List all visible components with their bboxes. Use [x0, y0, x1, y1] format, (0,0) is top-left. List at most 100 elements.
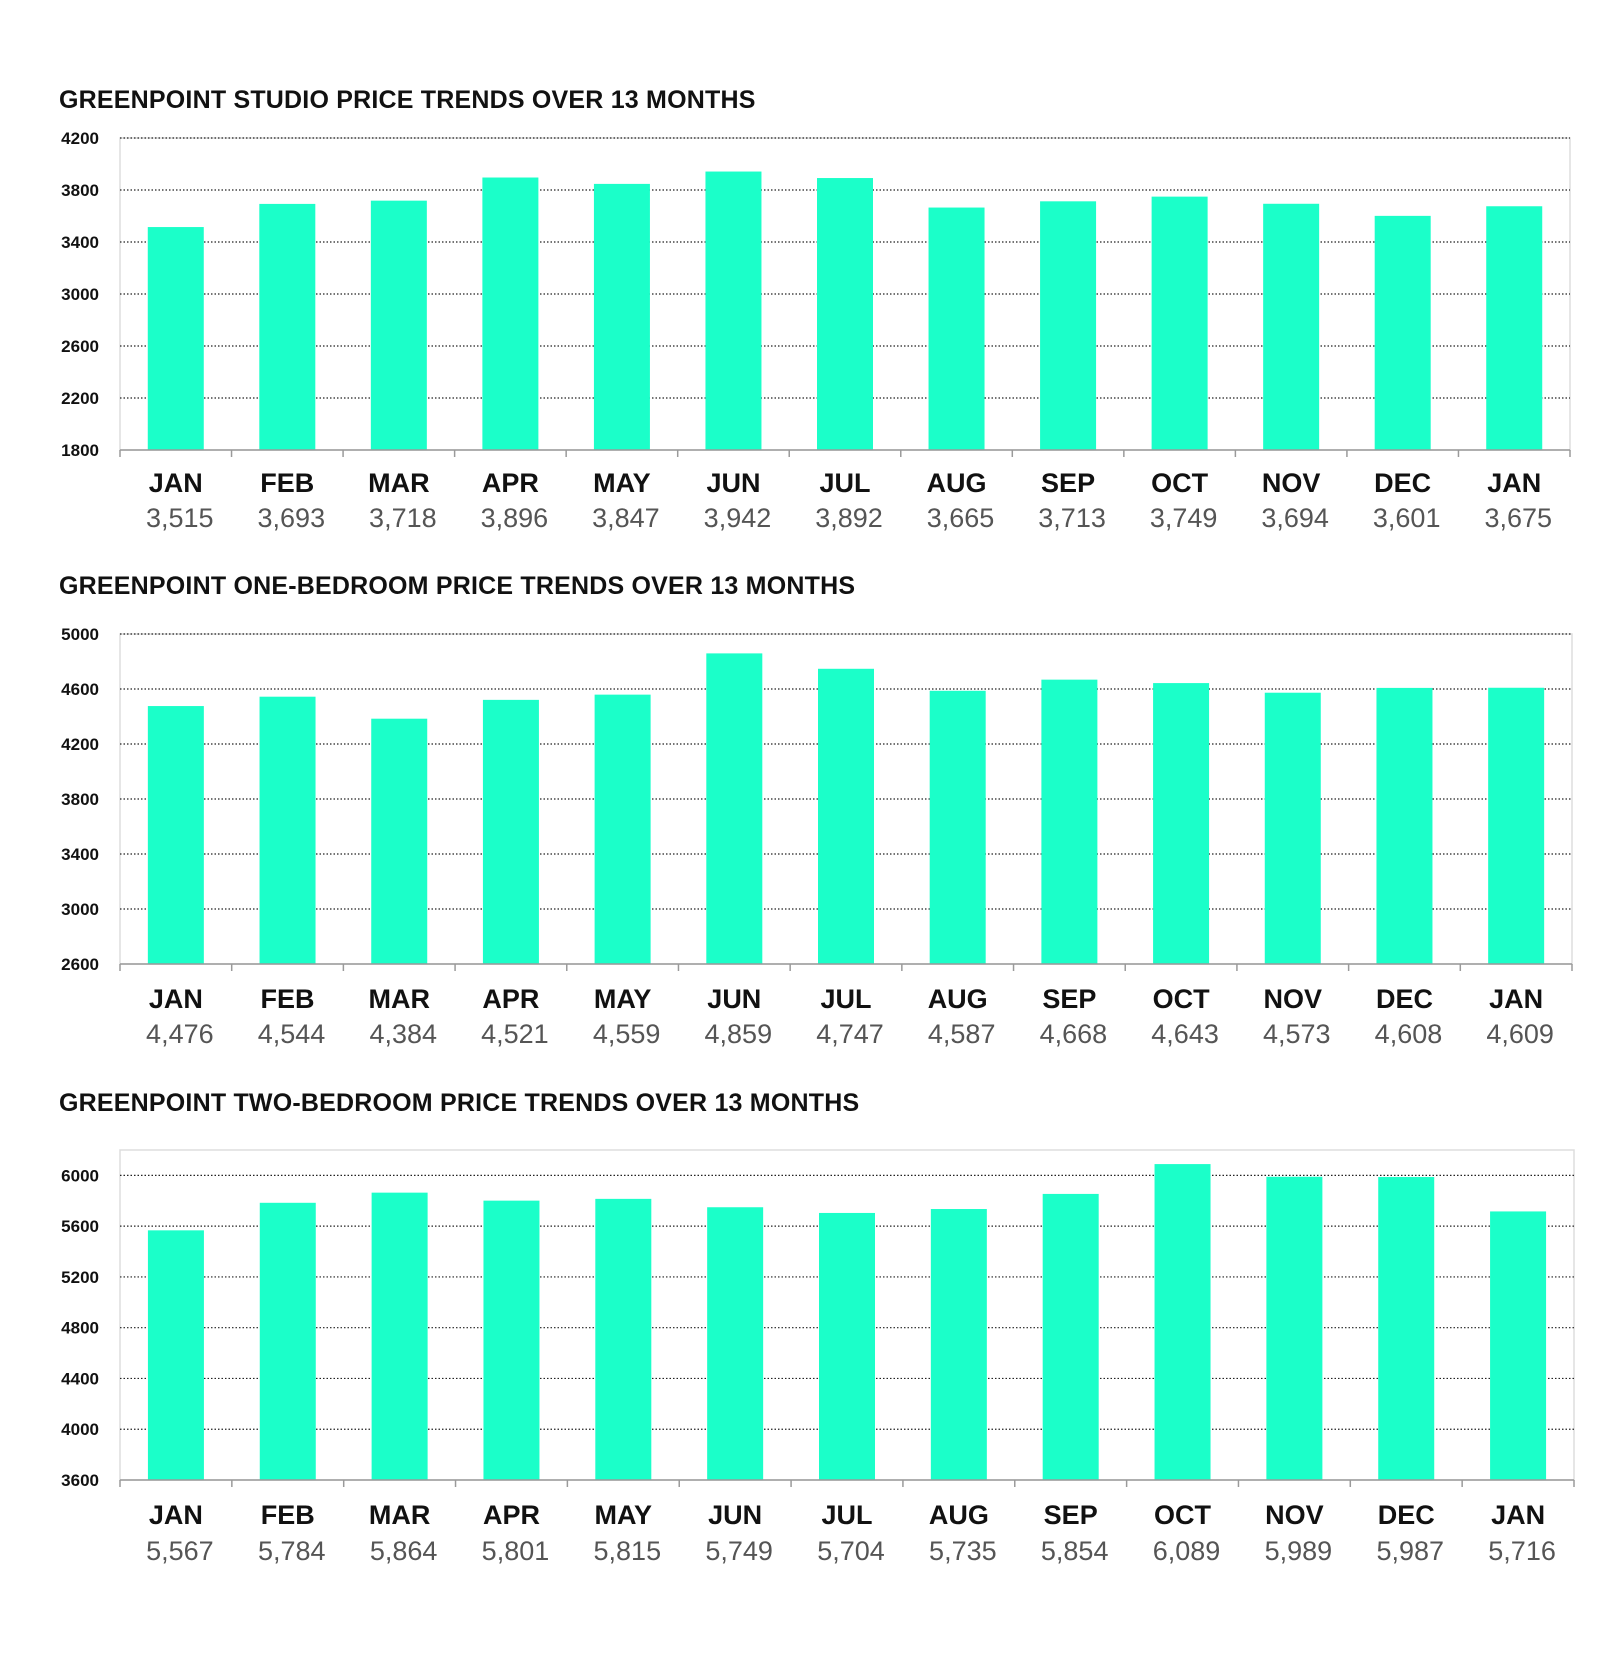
one-bedroom-bar	[259, 696, 316, 964]
two-bedroom-month-label: MAR	[369, 1500, 431, 1530]
two-bedroom-bar	[595, 1198, 652, 1480]
two-bedroom-bar	[1042, 1193, 1099, 1480]
one-bedroom-month-label: JAN	[149, 984, 203, 1014]
studio-bar	[1040, 201, 1097, 450]
studio-chart-title: GREENPOINT STUDIO PRICE TRENDS OVER 13 M…	[59, 86, 756, 114]
studio-month-label: JUL	[819, 468, 870, 498]
one-bedroom-value-label: 4,747	[816, 1019, 884, 1049]
one-bedroom-ytick-label: 2600	[61, 955, 99, 974]
two-bedroom-bar	[1378, 1177, 1435, 1480]
one-bedroom-bar-chart: 2600 3000 3400 3800 4200 4600 5000 JAN 4,476 FEB 4…	[61, 625, 1573, 1049]
one-bedroom-ytick-label: 4600	[61, 680, 99, 699]
two-bedroom-value-label: 5,749	[705, 1536, 773, 1566]
two-bedroom-value-label: 5,989	[1265, 1536, 1333, 1566]
one-bedroom-month-label: JAN	[1489, 984, 1543, 1014]
studio-bar	[705, 171, 762, 451]
two-bedroom-ytick-label: 4000	[61, 1420, 99, 1439]
studio-bar	[593, 183, 650, 450]
studio-bar	[1374, 215, 1431, 450]
two-bedroom-ytick-label: 5600	[61, 1217, 99, 1236]
one-bedroom-value-label: 4,668	[1040, 1019, 1108, 1049]
two-bedroom-value-label: 5,716	[1488, 1536, 1556, 1566]
studio-value-label: 3,675	[1484, 503, 1552, 533]
two-bedroom-chart-title: GREENPOINT TWO-BEDROOM PRICE TRENDS OVER…	[59, 1089, 860, 1117]
two-bedroom-value-label: 5,864	[370, 1536, 438, 1566]
one-bedroom-bar	[818, 668, 874, 964]
one-bedroom-bar	[1264, 692, 1321, 964]
one-bedroom-bar	[147, 706, 204, 964]
one-bedroom-value-label: 4,609	[1486, 1019, 1554, 1049]
two-bedroom-bar	[147, 1230, 204, 1480]
two-bedroom-value-label: 5,801	[482, 1536, 550, 1566]
studio-ytick-label: 3800	[61, 181, 99, 200]
one-bedroom-month-label: FEB	[261, 984, 315, 1014]
studio-month-label: DEC	[1374, 468, 1431, 498]
two-bedroom-bar-chart: 3600 4000 4400 4800 5200 5600 6000 JAN 5,567 FEB 5…	[61, 1149, 1575, 1566]
studio-bar	[1486, 206, 1543, 450]
two-bedroom-month-label: SEP	[1044, 1500, 1098, 1530]
two-bedroom-month-label: NOV	[1265, 1500, 1324, 1530]
two-bedroom-value-label: 5,854	[1041, 1536, 1109, 1566]
studio-bar	[928, 207, 985, 450]
two-bedroom-bar	[1266, 1176, 1323, 1480]
studio-month-label: MAY	[593, 468, 651, 498]
two-bedroom-bar	[819, 1212, 875, 1480]
studio-ytick-label: 2200	[61, 389, 99, 408]
one-bedroom-bar	[594, 694, 651, 964]
one-bedroom-chart-title: GREENPOINT ONE-BEDROOM PRICE TRENDS OVER…	[59, 572, 856, 600]
two-bedroom-bar	[259, 1202, 316, 1480]
two-bedroom-ytick-label: 5200	[61, 1268, 99, 1287]
studio-value-label: 3,601	[1373, 503, 1441, 533]
two-bedroom-month-label: JAN	[1491, 1500, 1545, 1530]
studio-month-label: OCT	[1151, 468, 1209, 498]
one-bedroom-value-label: 4,521	[481, 1019, 549, 1049]
studio-bar	[259, 203, 316, 450]
studio-ytick-label: 3000	[61, 285, 99, 304]
studio-value-label: 3,693	[258, 503, 326, 533]
one-bedroom-month-label: SEP	[1042, 984, 1096, 1014]
one-bedroom-month-label: APR	[482, 984, 539, 1014]
studio-bar	[147, 227, 204, 450]
two-bedroom-value-label: 5,567	[146, 1536, 214, 1566]
studio-value-label: 3,665	[927, 503, 995, 533]
two-bedroom-bar	[1154, 1164, 1211, 1480]
one-bedroom-month-label: OCT	[1153, 984, 1211, 1014]
one-bedroom-bar	[1376, 687, 1433, 964]
two-bedroom-bar	[483, 1200, 540, 1480]
studio-value-label: 3,892	[815, 503, 883, 533]
two-bedroom-month-label: JAN	[149, 1500, 203, 1530]
one-bedroom-month-label: MAR	[368, 984, 430, 1014]
studio-month-label: FEB	[260, 468, 314, 498]
one-bedroom-value-label: 4,476	[146, 1019, 214, 1049]
two-bedroom-value-label: 5,784	[258, 1536, 326, 1566]
studio-bar	[482, 177, 539, 450]
studio-value-label: 3,694	[1261, 503, 1329, 533]
studio-month-label: NOV	[1262, 468, 1321, 498]
two-bedroom-bar	[930, 1209, 987, 1480]
two-bedroom-month-label: FEB	[261, 1500, 315, 1530]
one-bedroom-value-label: 4,384	[369, 1019, 437, 1049]
one-bedroom-value-label: 4,587	[928, 1019, 996, 1049]
one-bedroom-value-label: 4,859	[705, 1019, 773, 1049]
studio-value-label: 3,718	[369, 503, 437, 533]
two-bedroom-month-label: AUG	[929, 1500, 989, 1530]
studio-value-label: 3,896	[481, 503, 549, 533]
studio-month-label: SEP	[1041, 468, 1095, 498]
one-bedroom-bar	[706, 653, 763, 964]
one-bedroom-bar	[371, 718, 428, 964]
studio-ytick-label: 1800	[61, 441, 99, 460]
studio-bar	[370, 200, 427, 450]
two-bedroom-bar	[371, 1192, 428, 1480]
two-bedroom-ytick-label: 4400	[61, 1369, 99, 1388]
one-bedroom-ytick-label: 3400	[61, 845, 99, 864]
one-bedroom-value-label: 4,643	[1151, 1019, 1219, 1049]
studio-ytick-label: 3400	[61, 233, 99, 252]
two-bedroom-value-label: 5,735	[929, 1536, 997, 1566]
two-bedroom-ytick-label: 6000	[61, 1166, 99, 1185]
two-bedroom-month-label: MAY	[595, 1500, 653, 1530]
studio-value-label: 3,749	[1150, 503, 1218, 533]
studio-bar	[817, 178, 873, 451]
one-bedroom-value-label: 4,608	[1375, 1019, 1443, 1049]
one-bedroom-month-label: MAY	[594, 984, 652, 1014]
one-bedroom-month-label: JUN	[707, 984, 761, 1014]
